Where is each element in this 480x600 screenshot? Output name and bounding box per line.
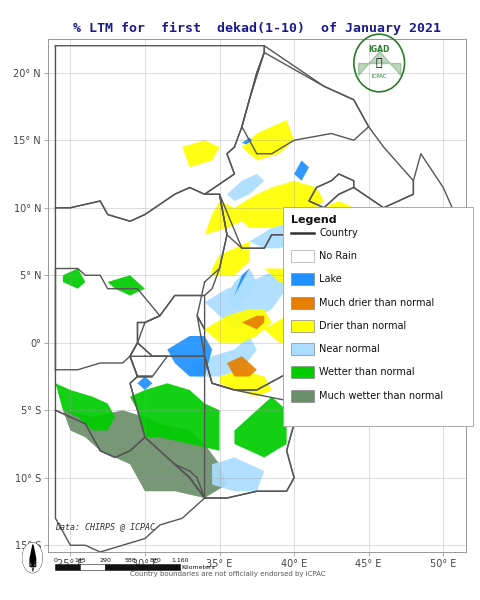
Text: 145: 145 [74,558,86,563]
Polygon shape [130,343,168,377]
Text: Drier than normal: Drier than normal [319,321,407,331]
Polygon shape [264,201,376,289]
Polygon shape [234,181,324,228]
Polygon shape [168,336,212,377]
Polygon shape [301,154,466,363]
Polygon shape [234,269,249,295]
Polygon shape [56,383,115,431]
Polygon shape [56,187,227,370]
Polygon shape [182,140,219,167]
Text: No Rain: No Rain [319,251,357,261]
Polygon shape [242,316,264,329]
Text: Country: Country [319,228,358,238]
Text: 🌍: 🌍 [376,58,383,68]
Circle shape [23,543,42,572]
Polygon shape [212,457,264,491]
Polygon shape [175,464,204,498]
Polygon shape [264,309,309,343]
Title: % LTM for  first  dekad(1-10)  of January 2021: % LTM for first dekad(1-10) of January 2… [73,22,441,35]
Polygon shape [324,323,376,349]
Polygon shape [242,52,369,154]
Text: Kilometers: Kilometers [181,565,215,571]
Polygon shape [130,383,219,451]
Polygon shape [130,356,369,498]
Polygon shape [227,356,257,377]
Text: 580: 580 [124,558,136,563]
Text: Much drier than normal: Much drier than normal [319,298,434,308]
Polygon shape [190,336,257,377]
Text: IGAD: IGAD [369,45,390,54]
Polygon shape [63,410,227,498]
Polygon shape [137,295,204,356]
Text: ICPAC: ICPAC [372,74,387,79]
Polygon shape [56,46,264,221]
Polygon shape [234,397,287,457]
Polygon shape [108,275,145,295]
Polygon shape [197,194,324,390]
Polygon shape [56,410,204,552]
Polygon shape [204,269,287,329]
Polygon shape [212,241,249,275]
Polygon shape [63,269,85,289]
Text: Legend: Legend [291,215,337,225]
Text: 1,160: 1,160 [171,558,189,563]
Text: Near normal: Near normal [319,344,380,354]
Text: 290: 290 [99,558,111,563]
Polygon shape [204,356,301,498]
Circle shape [23,543,42,572]
Polygon shape [204,46,413,248]
Polygon shape [137,377,153,390]
Text: 870: 870 [149,558,161,563]
Polygon shape [249,214,324,248]
Polygon shape [56,269,160,457]
Text: Much wetter than normal: Much wetter than normal [319,391,444,401]
Polygon shape [227,174,264,201]
Polygon shape [242,137,252,144]
Text: Country boundaries are not officially endorsed by ICPAC: Country boundaries are not officially en… [130,571,325,577]
Text: Wetter than normal: Wetter than normal [319,367,415,377]
Text: Lake: Lake [319,274,342,284]
Polygon shape [204,201,242,235]
Polygon shape [227,269,257,309]
Polygon shape [294,160,309,181]
Polygon shape [309,174,354,208]
Polygon shape [204,309,272,343]
Polygon shape [242,120,294,160]
Text: 0: 0 [53,558,57,563]
Polygon shape [219,370,272,397]
Text: Data: CHIRPS @ ICPAC: Data: CHIRPS @ ICPAC [56,522,156,531]
